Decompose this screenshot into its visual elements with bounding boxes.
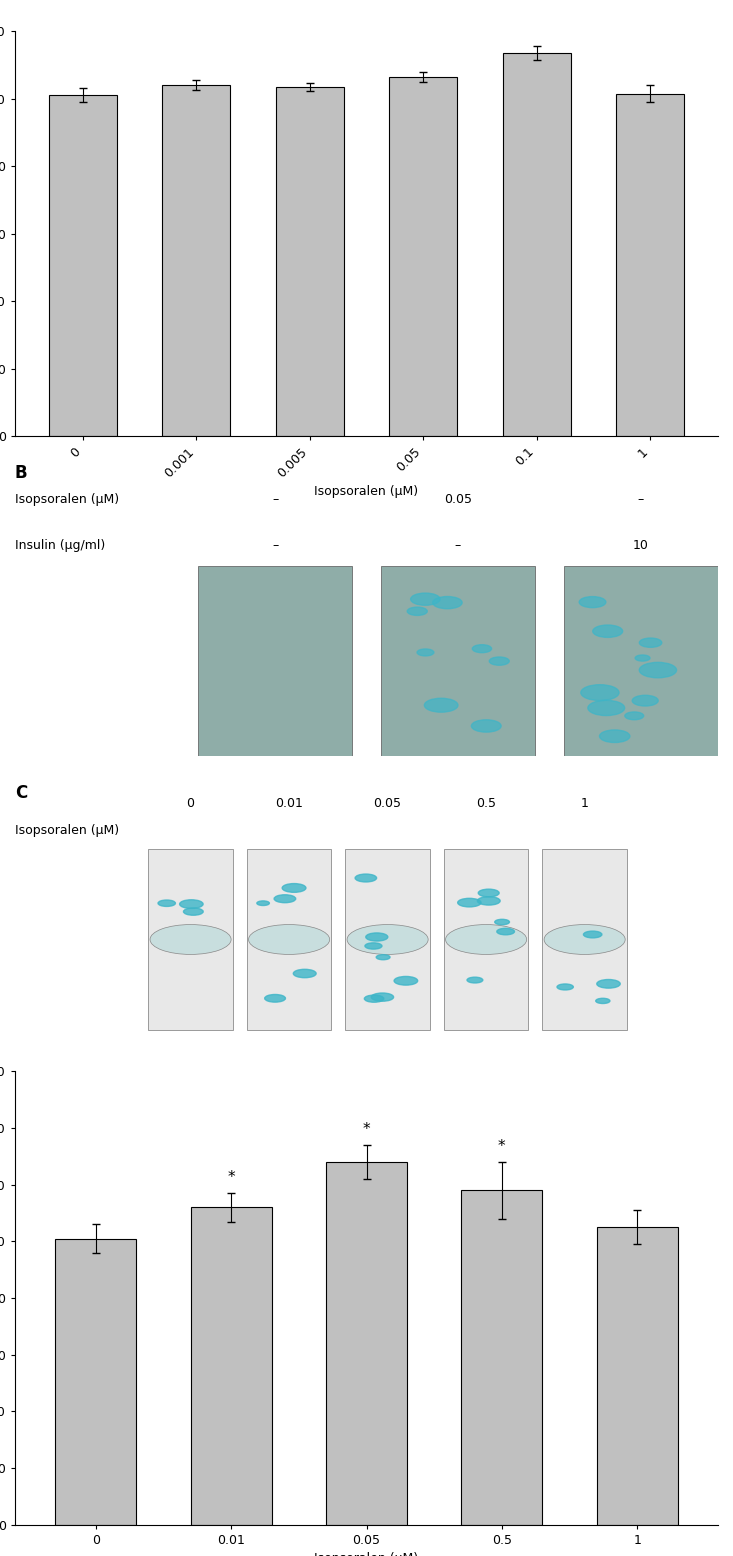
Text: *: * xyxy=(363,1122,370,1136)
Circle shape xyxy=(579,596,606,608)
Circle shape xyxy=(593,626,622,638)
Circle shape xyxy=(257,901,270,906)
Text: –: – xyxy=(272,540,278,552)
Circle shape xyxy=(180,899,203,909)
Text: 0.01: 0.01 xyxy=(275,797,303,811)
Text: 0.05: 0.05 xyxy=(444,493,472,506)
Circle shape xyxy=(497,929,515,935)
Bar xyxy=(162,86,230,436)
FancyBboxPatch shape xyxy=(247,848,331,1030)
Circle shape xyxy=(364,996,384,1002)
Text: Insulin (μg/ml): Insulin (μg/ml) xyxy=(15,540,105,552)
Circle shape xyxy=(639,663,677,678)
Text: B: B xyxy=(15,464,27,482)
Text: 0.5: 0.5 xyxy=(476,797,496,811)
Circle shape xyxy=(471,720,501,733)
Circle shape xyxy=(557,983,573,990)
FancyBboxPatch shape xyxy=(148,848,233,1030)
FancyBboxPatch shape xyxy=(345,848,430,1030)
Circle shape xyxy=(366,934,388,941)
FancyBboxPatch shape xyxy=(564,566,718,756)
Circle shape xyxy=(371,993,394,1001)
Circle shape xyxy=(489,657,509,666)
Circle shape xyxy=(274,895,295,902)
Circle shape xyxy=(477,896,500,906)
Bar xyxy=(326,1162,407,1525)
FancyBboxPatch shape xyxy=(542,848,627,1030)
Circle shape xyxy=(472,644,492,652)
Text: Isopsoralen (μM): Isopsoralen (μM) xyxy=(15,493,119,506)
Circle shape xyxy=(265,994,285,1002)
Text: C: C xyxy=(15,784,27,801)
Text: 0.05: 0.05 xyxy=(374,797,402,811)
Circle shape xyxy=(478,888,499,896)
Circle shape xyxy=(581,685,619,700)
Circle shape xyxy=(408,607,427,616)
Circle shape xyxy=(495,920,509,924)
Circle shape xyxy=(432,596,462,608)
Circle shape xyxy=(588,700,625,716)
Bar xyxy=(461,1190,542,1525)
FancyBboxPatch shape xyxy=(444,848,528,1030)
Circle shape xyxy=(446,924,526,954)
Text: 1: 1 xyxy=(581,797,589,811)
Circle shape xyxy=(355,874,377,882)
FancyBboxPatch shape xyxy=(380,566,535,756)
Bar xyxy=(503,53,571,436)
Circle shape xyxy=(376,955,390,960)
Circle shape xyxy=(183,909,203,915)
Bar xyxy=(597,1228,678,1525)
Circle shape xyxy=(544,924,625,954)
X-axis label: Isopsoralen (μM): Isopsoralen (μM) xyxy=(314,485,419,498)
Circle shape xyxy=(625,713,644,720)
Circle shape xyxy=(282,884,306,892)
X-axis label: Isopsoralen (μM): Isopsoralen (μM) xyxy=(314,1553,419,1556)
Circle shape xyxy=(635,655,650,661)
Circle shape xyxy=(293,969,316,977)
Bar xyxy=(55,1239,136,1525)
Circle shape xyxy=(424,699,458,713)
Circle shape xyxy=(639,638,662,647)
Circle shape xyxy=(158,899,175,907)
Text: *: * xyxy=(498,1139,506,1153)
Text: –: – xyxy=(272,493,278,506)
Bar xyxy=(389,76,457,436)
Text: –: – xyxy=(455,540,461,552)
FancyBboxPatch shape xyxy=(198,566,353,756)
Circle shape xyxy=(347,924,428,954)
Bar xyxy=(616,93,685,436)
Circle shape xyxy=(394,977,418,985)
Circle shape xyxy=(596,999,610,1004)
Circle shape xyxy=(600,730,630,742)
Circle shape xyxy=(632,696,658,706)
Text: –: – xyxy=(638,493,644,506)
Circle shape xyxy=(365,943,382,949)
Circle shape xyxy=(467,977,483,983)
Circle shape xyxy=(457,898,481,907)
Circle shape xyxy=(410,593,440,605)
Circle shape xyxy=(583,930,602,938)
Text: 0: 0 xyxy=(187,797,194,811)
Text: 10: 10 xyxy=(633,540,649,552)
Circle shape xyxy=(150,924,231,954)
Bar xyxy=(48,95,117,436)
Circle shape xyxy=(597,980,620,988)
Text: *: * xyxy=(227,1170,235,1184)
Text: Isopsoralen (μM): Isopsoralen (μM) xyxy=(15,825,119,837)
Bar xyxy=(191,1207,272,1525)
Bar xyxy=(276,87,344,436)
Circle shape xyxy=(417,649,434,657)
Circle shape xyxy=(248,924,330,954)
